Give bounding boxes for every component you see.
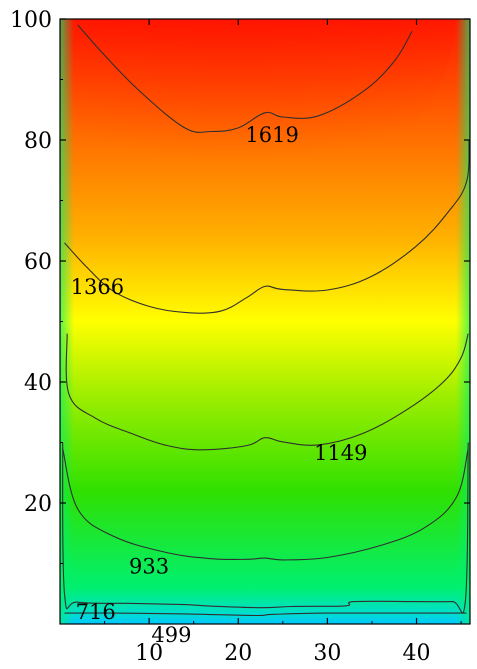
contour-line-933	[62, 448, 469, 561]
contour-label-1149: 1149	[314, 441, 367, 465]
x-tick-label: 40	[403, 641, 431, 666]
y-axis: 20 40 60 80 100	[10, 8, 470, 564]
y-tick-label: 60	[24, 250, 52, 275]
contour-lines	[62, 24, 470, 617]
plot-area	[60, 19, 470, 624]
contour-labels: 1619 1366 1149 933 716 499	[71, 123, 368, 647]
contour-line-1149	[65, 333, 469, 451]
contour-label-499: 499	[151, 623, 191, 647]
contour-line-1619	[77, 24, 413, 133]
y-tick-label: 100	[10, 8, 52, 33]
contour-line-716	[62, 442, 469, 614]
x-tick-label: 30	[313, 641, 341, 666]
contour-line-499	[64, 612, 467, 617]
right-edge-shading	[456, 19, 470, 624]
x-tick-label: 20	[224, 641, 252, 666]
left-edge-shading	[60, 19, 74, 624]
x-tick-label: 10	[135, 641, 163, 666]
contour-label-1619: 1619	[245, 123, 298, 147]
y-tick-label: 40	[24, 371, 52, 396]
hot-spot-shading	[60, 19, 455, 199]
y-tick-label: 20	[24, 492, 52, 517]
contour-line-1366	[64, 139, 470, 314]
x-axis: 10 20 30 40	[104, 19, 462, 666]
contour-label-716: 716	[76, 600, 116, 624]
contour-label-933: 933	[129, 555, 169, 579]
contour-label-1366: 1366	[71, 275, 124, 299]
y-tick-label: 80	[24, 129, 52, 154]
